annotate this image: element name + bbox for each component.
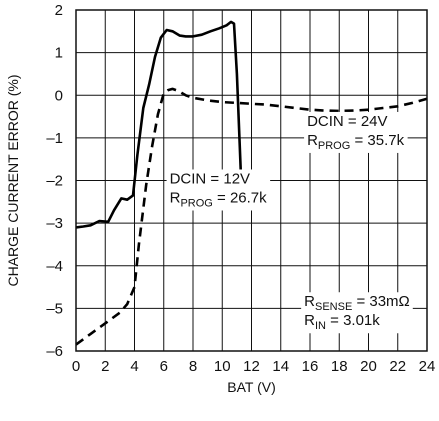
y-tick-label: 0 xyxy=(55,87,63,104)
y-tick-label: –6 xyxy=(46,343,63,360)
y-tick-label: –1 xyxy=(46,130,63,147)
annotation-background xyxy=(166,169,271,211)
annotation-background xyxy=(301,292,413,334)
x-tick-label: 20 xyxy=(360,358,377,375)
x-tick-label: 16 xyxy=(302,358,319,375)
x-tick-label: 14 xyxy=(272,358,289,375)
x-tick-label: 22 xyxy=(389,358,406,375)
annotation-text: DCIN = 24V RPROG = 35.7k xyxy=(307,113,405,152)
y-tick-labels: 2 1 0 –1 –2 –3 –4 –5 –6 xyxy=(46,2,63,360)
grid xyxy=(76,10,427,351)
x-tick-labels: 0 2 4 6 8 10 12 14 16 18 20 22 24 xyxy=(72,358,436,375)
annotation: RSENSE = 33mΩ RIN = 3.01k xyxy=(301,292,413,334)
x-tick-label: 18 xyxy=(331,358,348,375)
x-tick-label: 2 xyxy=(101,358,109,375)
solid-series-line xyxy=(75,20,243,229)
x-axis-label: BAT (V) xyxy=(227,379,276,395)
y-tick-label: –5 xyxy=(46,300,63,317)
dashed-series-line xyxy=(75,87,428,346)
annotation-background xyxy=(304,111,408,153)
x-tick-label: 6 xyxy=(160,358,168,375)
y-tick-label: –3 xyxy=(46,215,63,232)
annotation-text: RSENSE = 33mΩ RIN = 3.01k xyxy=(304,293,410,332)
annotation: DCIN = 12V RPROG = 26.7k xyxy=(166,169,271,211)
annotation: DCIN = 24V RPROG = 35.7k xyxy=(304,111,408,153)
y-tick-label: 2 xyxy=(55,2,63,19)
x-tick-label: 0 xyxy=(72,358,80,375)
y-tick-label: –2 xyxy=(46,173,63,190)
x-tick-label: 24 xyxy=(419,358,436,375)
y-tick-label: –4 xyxy=(46,258,63,275)
plot-frame xyxy=(75,9,428,352)
x-tick-label: 8 xyxy=(189,358,197,375)
y-axis-label: CHARGE CURRENT ERROR (%) xyxy=(5,74,21,286)
annotation-text: DCIN = 12V RPROG = 26.7k xyxy=(170,170,268,209)
annotations: DCIN = 24V RPROG = 35.7k DCIN = 12V RPROG =… xyxy=(166,111,413,334)
x-tick-label: 4 xyxy=(130,358,138,375)
x-tick-label: 10 xyxy=(214,358,231,375)
x-tick-label: 12 xyxy=(243,358,260,375)
y-tick-label: 1 xyxy=(55,45,63,62)
series-layer xyxy=(75,20,428,346)
